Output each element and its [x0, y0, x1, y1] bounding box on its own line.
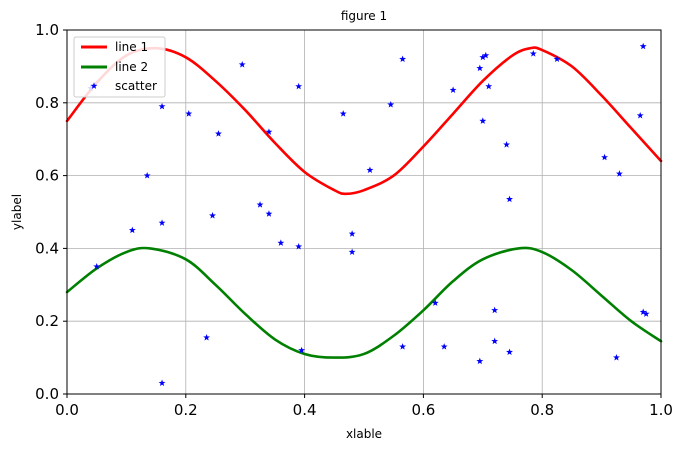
scatter-point: [479, 117, 487, 124]
y-tick-label: 0.4: [35, 239, 59, 257]
x-axis-label: xlable: [346, 427, 382, 441]
scatter-point: [215, 130, 222, 137]
legend-line-1-label: line 1: [115, 40, 148, 54]
scatter-point: [348, 248, 356, 255]
scatter-point: [203, 333, 211, 341]
scatter-point: [636, 111, 644, 119]
series-line-1-line: [65, 46, 663, 196]
y-tick-label: 1.0: [35, 21, 59, 39]
scatter-point: [613, 354, 620, 361]
x-tick-label: 0.2: [174, 401, 198, 419]
x-tick-label: 0.0: [55, 401, 79, 419]
scatter-point: [265, 210, 273, 217]
scatter-point: [265, 128, 273, 135]
scatter-point: [348, 230, 356, 237]
scatter-point: [339, 110, 347, 117]
y-tick-label: 0.6: [35, 167, 59, 185]
scatter-point: [238, 60, 246, 68]
scatter-point: [387, 101, 395, 108]
scatter-point: [209, 212, 216, 219]
scatter-point: [639, 308, 647, 316]
scatter-point: [185, 110, 193, 117]
scatter-point: [476, 357, 484, 365]
scatter-point: [143, 172, 151, 179]
x-tick-label: 0.8: [530, 401, 554, 419]
series-line-2-line: [65, 246, 663, 359]
scatter-point: [449, 86, 457, 93]
scatter-point: [491, 306, 499, 314]
scatter-point: [158, 219, 166, 226]
x-tick-label: 1.0: [649, 401, 673, 419]
scatter-series-group: [87, 42, 650, 386]
scatter-point: [479, 53, 487, 61]
y-axis: 0.0 0.2 0.4 0.6 0.8 1.0: [35, 21, 67, 403]
y-tick-label: 0.8: [35, 94, 59, 112]
y-tick-label: 0.0: [35, 385, 59, 403]
scatter-point: [399, 343, 407, 350]
legend-box: [73, 36, 166, 98]
scatter-point: [482, 51, 490, 59]
scatter-point: [506, 195, 513, 203]
scatter-point: [431, 299, 439, 306]
scatter-point: [366, 166, 374, 174]
scatter-point: [399, 55, 407, 63]
scatter-point: [616, 170, 623, 177]
scatter-point: [440, 343, 448, 350]
scatter-point: [298, 346, 306, 354]
x-tick-label: 0.6: [411, 401, 435, 419]
plot-frame: [66, 29, 662, 395]
chart-title: figure 1: [341, 9, 387, 23]
scatter-point: [639, 42, 647, 50]
y-axis-label: ylabel: [10, 194, 24, 230]
x-tick-label: 0.4: [293, 401, 317, 419]
scatter-point: [529, 50, 537, 57]
scatter-point: [491, 337, 499, 345]
scatter-point: [256, 201, 264, 208]
scatter-point: [158, 379, 166, 386]
legend-scatter-swatch: [90, 82, 98, 89]
scatter-point: [553, 55, 561, 63]
scatter-point: [601, 153, 608, 161]
legend: line 1 line 2 scatter: [73, 36, 166, 98]
scatter-point: [642, 310, 650, 317]
scatter-point: [93, 263, 101, 270]
legend-scatter-label: scatter: [115, 79, 157, 93]
scatter-point: [506, 348, 513, 356]
line-series-group: [65, 46, 663, 359]
scatter-point: [128, 226, 136, 234]
scatter-point: [277, 239, 285, 246]
scatter-point: [485, 82, 493, 90]
y-tick-label: 0.2: [35, 312, 59, 330]
scatter-point: [503, 141, 510, 148]
scatter-point: [158, 102, 166, 110]
x-axis: 0.0 0.2 0.4 0.6 0.8 1.0: [55, 394, 673, 419]
legend-line-2-label: line 2: [115, 60, 148, 74]
scatter-point: [476, 64, 484, 72]
scatter-point: [295, 82, 303, 90]
scatter-point: [295, 242, 303, 250]
